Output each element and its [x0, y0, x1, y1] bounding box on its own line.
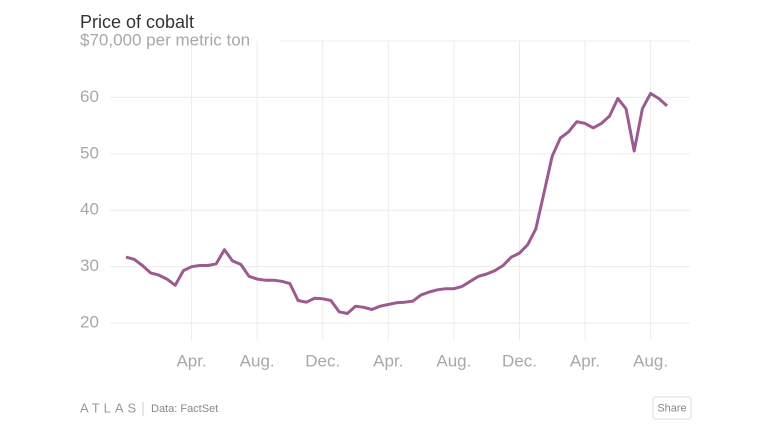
x-tick-label: Aug.	[240, 351, 275, 370]
x-tick-label: Apr.	[176, 351, 206, 370]
x-tick-label: Aug.	[633, 351, 668, 370]
y-tick-label: 40	[80, 200, 99, 219]
x-tick-label: Aug.	[436, 351, 471, 370]
source: Data: FactSet	[151, 403, 218, 415]
x-tick-label: Apr.	[373, 351, 403, 370]
share-button[interactable]: Share	[652, 396, 692, 420]
share-box[interactable]	[652, 396, 692, 420]
y-tick-label: 50	[80, 143, 99, 162]
y-tick-label: $70,000 per metric ton	[80, 30, 250, 49]
chart-title: Price of cobalt	[80, 12, 194, 32]
x-tick-label: Dec.	[305, 351, 340, 370]
y-tick-label: 30	[80, 256, 99, 275]
price-line	[125, 92, 669, 315]
x-tick-label: Dec.	[502, 351, 537, 370]
y-tick-label: 60	[80, 87, 99, 106]
y-tick-label: 20	[80, 313, 99, 332]
share-label[interactable]: Share	[657, 402, 686, 414]
x-tick-label: Apr.	[570, 351, 600, 370]
brand: ATLAS	[80, 400, 140, 415]
